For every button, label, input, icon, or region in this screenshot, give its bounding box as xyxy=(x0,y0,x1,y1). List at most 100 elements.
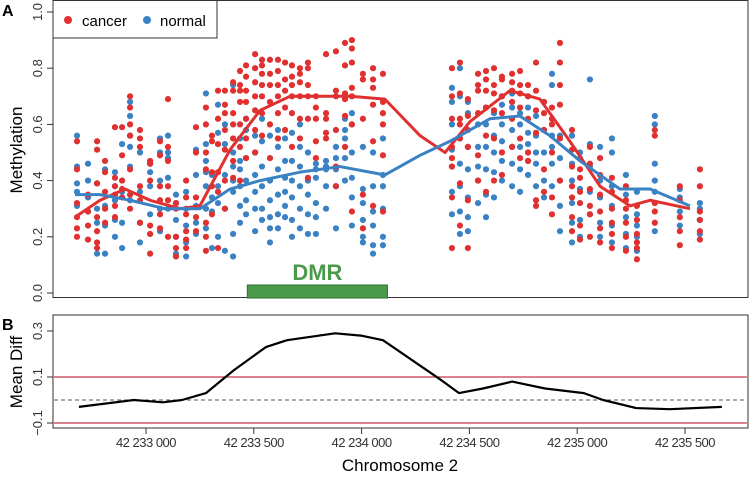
x-tick-label: 42 235 500 xyxy=(655,435,715,450)
point-normal xyxy=(490,194,498,201)
point-cancer xyxy=(164,233,172,240)
point-cancer xyxy=(633,230,641,238)
point-normal xyxy=(230,253,237,260)
point-normal xyxy=(156,177,164,184)
point-normal xyxy=(312,230,319,238)
point-cancer xyxy=(369,84,377,91)
point-cancer xyxy=(258,70,266,77)
point-cancer xyxy=(183,228,190,235)
point-cancer xyxy=(288,81,296,89)
point-normal xyxy=(266,197,274,204)
point-cancer xyxy=(359,76,366,83)
point-cancer xyxy=(369,202,377,209)
point-normal xyxy=(312,174,319,181)
point-cancer xyxy=(696,166,703,173)
point-cancer xyxy=(474,70,482,77)
point-cancer xyxy=(548,104,556,111)
point-normal xyxy=(208,244,216,252)
point-normal xyxy=(266,225,274,232)
point-normal xyxy=(258,205,266,212)
point-cancer xyxy=(532,59,540,66)
point-cancer xyxy=(498,110,506,117)
point-cancer xyxy=(482,87,490,94)
point-cancer xyxy=(464,112,471,120)
point-normal xyxy=(202,90,210,97)
point-cancer xyxy=(474,81,482,89)
point-cancer xyxy=(359,115,366,122)
point-cancer xyxy=(136,126,144,134)
point-cancer xyxy=(274,110,282,117)
point-normal xyxy=(281,202,289,209)
point-normal xyxy=(359,233,366,240)
point-normal xyxy=(84,160,92,167)
point-normal xyxy=(359,216,366,224)
point-cancer xyxy=(221,126,229,134)
point-normal xyxy=(508,126,516,134)
legend: cancer normal xyxy=(52,0,218,39)
point-cancer xyxy=(93,180,101,187)
point-cancer xyxy=(118,152,126,159)
point-cancer xyxy=(84,236,92,243)
x-tick-label: 42 233 500 xyxy=(224,435,284,450)
point-normal xyxy=(136,239,144,246)
point-normal xyxy=(696,199,703,207)
point-normal xyxy=(369,250,377,257)
point-cancer xyxy=(202,166,210,173)
point-normal xyxy=(556,202,564,209)
point-cancer xyxy=(348,84,355,91)
point-cancer xyxy=(348,37,355,44)
point-cancer xyxy=(118,124,126,131)
point-cancer xyxy=(296,115,304,122)
point-normal xyxy=(608,135,616,142)
point-cancer xyxy=(236,87,244,94)
point-normal xyxy=(516,121,524,128)
point-cancer xyxy=(490,177,498,184)
point-normal xyxy=(230,230,237,238)
point-cancer xyxy=(73,225,81,232)
point-cancer xyxy=(214,244,222,252)
point-cancer xyxy=(136,219,144,226)
point-cancer xyxy=(281,87,289,94)
point-cancer xyxy=(126,93,134,100)
point-normal xyxy=(369,183,377,190)
point-normal xyxy=(651,177,658,184)
point-cancer xyxy=(164,183,172,190)
point-normal xyxy=(288,157,296,165)
point-cancer xyxy=(369,76,377,83)
legend-marker-cancer xyxy=(64,16,72,24)
point-cancer xyxy=(379,70,387,77)
point-normal xyxy=(304,211,312,218)
point-cancer xyxy=(208,211,216,218)
x-tick-label: 42 233 000 xyxy=(116,435,176,450)
point-cancer xyxy=(456,59,464,66)
point-normal xyxy=(296,121,304,128)
point-normal xyxy=(146,183,154,190)
point-normal xyxy=(498,157,506,165)
point-cancer xyxy=(230,87,237,94)
point-cancer xyxy=(258,93,266,100)
point-normal xyxy=(379,183,387,190)
point-cancer xyxy=(633,256,641,263)
point-normal xyxy=(540,194,548,201)
point-cancer xyxy=(126,205,134,212)
point-cancer xyxy=(73,233,81,240)
point-cancer xyxy=(676,214,683,221)
point-normal xyxy=(242,211,250,218)
point-cancer xyxy=(456,115,464,122)
point-cancer xyxy=(288,62,296,69)
point-cancer xyxy=(242,155,250,162)
point-cancer xyxy=(208,138,216,145)
point-normal xyxy=(242,197,250,204)
point-cancer xyxy=(482,67,490,75)
point-normal xyxy=(348,222,355,229)
point-cancer xyxy=(379,152,387,159)
point-normal xyxy=(136,149,144,156)
point-cancer xyxy=(312,138,319,145)
point-normal xyxy=(568,199,576,207)
point-cancer xyxy=(164,197,172,204)
point-normal xyxy=(474,199,482,207)
point-normal xyxy=(532,149,540,156)
point-cancer xyxy=(524,149,532,156)
panel-a-frame xyxy=(52,0,749,298)
point-normal xyxy=(508,160,516,167)
